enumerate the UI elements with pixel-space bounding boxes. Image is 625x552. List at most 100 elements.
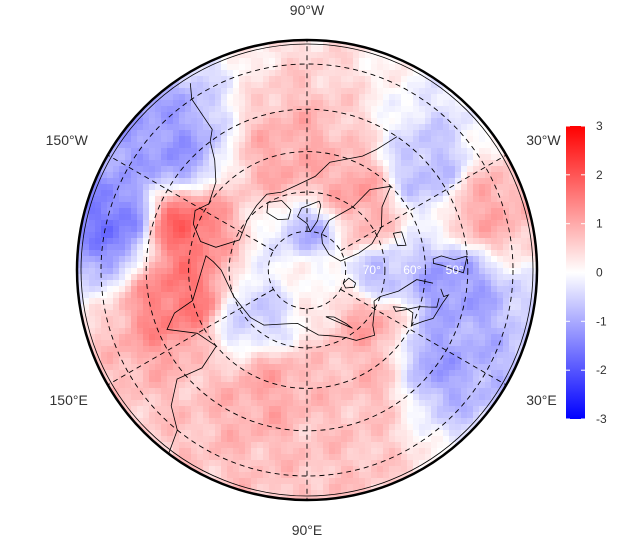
field-cell xyxy=(257,358,264,365)
field-cell xyxy=(437,298,444,305)
field-cell xyxy=(401,214,408,221)
field-cell xyxy=(395,226,402,233)
field-cell xyxy=(269,484,276,491)
field-cell xyxy=(479,388,486,395)
field-cell xyxy=(449,250,456,257)
field-cell xyxy=(443,346,450,353)
field-cell xyxy=(341,430,348,437)
field-cell xyxy=(323,286,330,293)
field-cell xyxy=(335,304,342,311)
field-cell xyxy=(419,148,426,155)
field-cell xyxy=(365,364,372,371)
field-cell xyxy=(203,70,210,77)
field-cell xyxy=(407,82,414,89)
field-cell xyxy=(389,334,396,341)
field-cell xyxy=(329,226,336,233)
field-cell xyxy=(161,280,168,287)
field-cell xyxy=(239,412,246,419)
field-cell xyxy=(191,382,198,389)
field-cell xyxy=(305,466,312,473)
field-cell xyxy=(473,244,480,251)
field-cell xyxy=(287,154,294,161)
field-cell xyxy=(401,424,408,431)
field-cell xyxy=(467,154,474,161)
field-cell xyxy=(275,178,282,185)
field-cell xyxy=(377,472,384,479)
field-cell xyxy=(185,172,192,179)
field-cell xyxy=(329,142,336,149)
field-cell xyxy=(467,328,474,335)
field-cell xyxy=(197,460,204,467)
field-cell xyxy=(485,358,492,365)
field-cell xyxy=(209,100,216,107)
field-cell xyxy=(359,112,366,119)
field-cell xyxy=(173,292,180,299)
field-cell xyxy=(209,106,216,113)
field-cell xyxy=(311,376,318,383)
field-cell xyxy=(233,292,240,299)
field-cell xyxy=(233,316,240,323)
field-cell xyxy=(269,418,276,425)
field-cell xyxy=(245,124,252,131)
field-cell xyxy=(173,142,180,149)
field-cell xyxy=(107,274,114,281)
field-cell xyxy=(179,418,186,425)
field-cell xyxy=(239,484,246,491)
field-cell xyxy=(377,148,384,155)
field-cell xyxy=(371,178,378,185)
field-cell xyxy=(185,400,192,407)
field-cell xyxy=(221,370,228,377)
field-cell xyxy=(275,64,282,71)
field-cell xyxy=(377,478,384,485)
field-cell xyxy=(125,328,132,335)
field-cell xyxy=(383,112,390,119)
field-cell xyxy=(293,154,300,161)
field-cell xyxy=(377,244,384,251)
field-cell xyxy=(227,316,234,323)
field-cell xyxy=(323,334,330,341)
field-cell xyxy=(269,352,276,359)
field-cell xyxy=(425,244,432,251)
field-cell xyxy=(515,190,522,197)
field-cell xyxy=(371,232,378,239)
field-cell xyxy=(155,196,162,203)
field-cell xyxy=(299,112,306,119)
field-cell xyxy=(371,112,378,119)
field-cell xyxy=(497,352,504,359)
field-cell xyxy=(311,490,318,497)
field-cell xyxy=(515,250,522,257)
field-cell xyxy=(167,310,174,317)
field-cell xyxy=(233,370,240,377)
field-cell xyxy=(347,124,354,131)
field-cell xyxy=(275,88,282,95)
field-cell xyxy=(107,160,114,167)
field-cell xyxy=(467,142,474,149)
field-cell xyxy=(239,418,246,425)
field-cell xyxy=(209,274,216,281)
field-cell xyxy=(311,190,318,197)
field-cell xyxy=(263,220,270,227)
field-cell xyxy=(455,112,462,119)
field-cell xyxy=(383,310,390,317)
field-cell xyxy=(323,160,330,167)
field-cell xyxy=(203,454,210,461)
field-cell xyxy=(443,358,450,365)
field-cell xyxy=(353,88,360,95)
field-cell xyxy=(233,100,240,107)
field-cell xyxy=(95,232,102,239)
field-cell xyxy=(149,376,156,383)
field-cell xyxy=(443,286,450,293)
field-cell xyxy=(185,358,192,365)
field-cell xyxy=(281,436,288,443)
field-cell xyxy=(143,238,150,245)
field-cell xyxy=(401,364,408,371)
field-cell xyxy=(443,400,450,407)
field-cell xyxy=(341,484,348,491)
field-cell xyxy=(377,196,384,203)
field-cell xyxy=(281,286,288,293)
field-cell xyxy=(431,406,438,413)
field-cell xyxy=(311,94,318,101)
field-cell xyxy=(413,370,420,377)
field-cell xyxy=(173,250,180,257)
field-cell xyxy=(365,418,372,425)
